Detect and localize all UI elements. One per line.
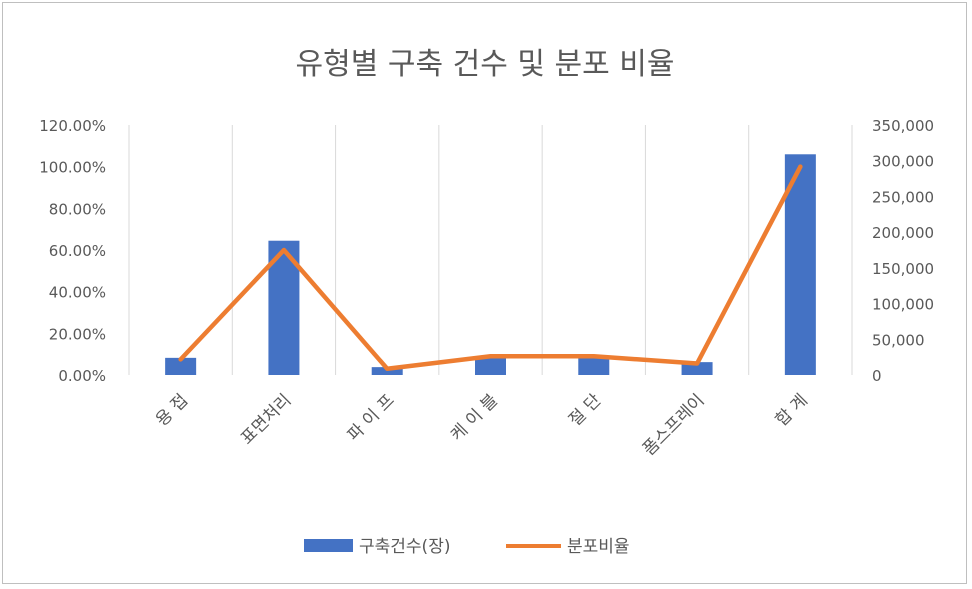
legend: 구축건수(장) 분포비율 [304, 537, 630, 557]
category-label: 표면처리 [237, 390, 295, 448]
left-tick-label: 0.00% [58, 367, 106, 385]
chart-title: 유형별 구축 건수 및 분포 비율 [296, 47, 675, 82]
grid-lines [128, 125, 853, 375]
combo-chart: 유형별 구축 건수 및 분포 비율 0.00% 20.00% 40.00% 60.00… [39, 47, 934, 557]
left-tick-label: 80.00% [49, 200, 106, 218]
category-label: 용 접 [152, 390, 192, 430]
category-label: 폼스프레이 [639, 390, 708, 459]
category-label: 합 계 [772, 390, 812, 430]
category-labels: 용 접 표면처리 파 이 프 케 이 블 절 단 폼스프레이 합 계 [152, 390, 812, 460]
right-tick-label: 100,000 [872, 296, 934, 314]
bar [475, 356, 506, 375]
left-tick-label: 60.00% [49, 242, 106, 260]
legend-bar-label: 구축건수(장) [359, 537, 450, 557]
line-series [178, 164, 803, 371]
bar-series [165, 154, 816, 375]
left-tick-label: 100.00% [39, 159, 106, 177]
right-tick-label: 50,000 [872, 331, 925, 349]
left-tick-label: 40.00% [49, 284, 106, 302]
right-tick-label: 0 [872, 367, 882, 385]
left-tick-label: 120.00% [39, 117, 106, 135]
bar [371, 367, 403, 375]
right-tick-label: 350,000 [872, 117, 934, 135]
bar [165, 357, 197, 375]
category-label: 케 이 블 [447, 390, 502, 445]
legend-bar-swatch [304, 539, 353, 552]
category-label: 파 이 프 [344, 390, 399, 445]
right-tick-label: 150,000 [872, 260, 934, 278]
right-tick-label: 200,000 [872, 224, 934, 242]
bar [681, 362, 713, 375]
right-axis-ticks: 0 50,000 100,000 150,000 200,000 250,000 300,0… [872, 117, 934, 385]
legend-line-label: 분포비율 [567, 537, 630, 557]
left-tick-label: 20.00% [49, 325, 106, 343]
category-label: 절 단 [565, 390, 605, 430]
bar [578, 356, 610, 375]
left-axis-ticks: 0.00% 20.00% 40.00% 60.00% 80.00% 100.00% 120.… [39, 117, 106, 385]
right-tick-label: 300,000 [872, 153, 934, 171]
right-tick-label: 250,000 [872, 188, 934, 206]
